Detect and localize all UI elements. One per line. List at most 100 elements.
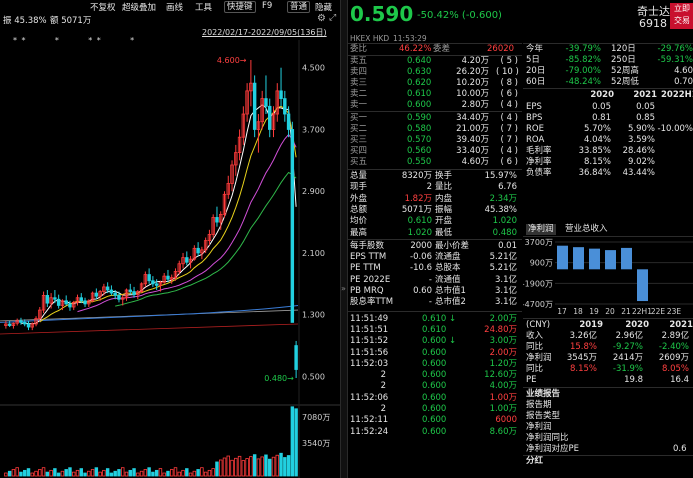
amount-text: 额 5071万 — [50, 16, 92, 26]
report-item: 报告期 — [526, 400, 552, 410]
fin-value — [651, 157, 693, 168]
market-currency: HKEX HKD — [350, 34, 390, 43]
candle-body — [68, 303, 72, 308]
fin-value: 43.44% — [622, 168, 655, 178]
profit-bar — [573, 247, 584, 270]
fin-value: 36.84% — [578, 168, 611, 178]
fin-label: 负债率 — [526, 168, 552, 178]
candle-body — [19, 320, 23, 323]
perf-label: 今年 — [526, 44, 544, 54]
weibi-label: 委比 — [350, 44, 368, 54]
candle-body — [75, 297, 80, 303]
fin-value: 5.90% — [627, 124, 655, 134]
btn-f9[interactable]: F9 — [262, 1, 273, 11]
tick-time: 11:51:49 — [350, 313, 389, 324]
candle-body — [72, 301, 76, 308]
settings-gear-icon[interactable]: ⚙ — [317, 13, 326, 24]
candle-body — [45, 295, 50, 304]
tick-time: 11:52:24 — [350, 426, 389, 437]
fin-label: 毛利率 — [526, 146, 552, 156]
perf-value: -39.79% — [565, 44, 601, 54]
volume-bar — [154, 469, 159, 477]
candle-body — [256, 121, 261, 130]
order-volume: 2.80万 — [461, 100, 489, 110]
annual-label: 同比 — [526, 364, 544, 374]
fin-year: 2020 — [590, 90, 614, 100]
stat-value: 3.1亿 — [494, 274, 517, 285]
order-price: 0.640 — [407, 56, 432, 66]
order-level-label: 买二 — [350, 124, 368, 134]
volume-bar — [226, 455, 230, 477]
volume-bar — [166, 470, 170, 477]
fin-value: 3.59% — [627, 135, 655, 145]
stat-label: 流通盘 — [435, 252, 461, 263]
tab-net-profit[interactable]: 净利润 — [526, 224, 556, 235]
stat-label: 总股本 — [435, 263, 461, 274]
stat-label: 振幅 — [435, 204, 453, 215]
price-axis-label: 3.700 — [302, 125, 325, 134]
candle-body — [23, 322, 27, 325]
order-count: ( 6 ) — [500, 157, 518, 167]
candle-body — [11, 322, 16, 326]
tick-volume: 1.00万 — [489, 404, 517, 414]
order-volume: 34.40万 — [456, 113, 489, 123]
candle-body — [234, 152, 238, 166]
btn-normal[interactable]: 普通 — [287, 1, 311, 13]
perf-label: 250日 — [611, 55, 636, 65]
stat-label: 换手 — [435, 171, 453, 181]
stat-label: 最小价差 — [435, 240, 470, 251]
volume-bar — [72, 471, 76, 477]
fin-year: 2021 — [633, 90, 657, 100]
candle-body — [7, 323, 12, 326]
bar-x-label: 22E — [651, 307, 666, 316]
tick-volume: 1.00万 — [489, 392, 517, 403]
volume-bar — [290, 406, 295, 477]
btn-draw-line[interactable]: 画线 — [166, 3, 184, 13]
annual-value: 3545万 — [566, 353, 597, 363]
order-volume: 26.20万 — [456, 67, 489, 77]
annual-value: 3.26亿 — [569, 331, 597, 341]
volume-bar — [222, 457, 227, 477]
kline-chart-panel[interactable]: 振 45.38% 额 5071万 不复权 超级叠加 画线 工具 快捷键 F9 普… — [0, 0, 340, 478]
btn-shortcut[interactable]: 快捷键 — [224, 1, 256, 13]
btn-hide[interactable]: 隐藏 — [315, 3, 333, 13]
stock-name: 奇士达 — [637, 5, 670, 18]
stat-value: - — [428, 274, 432, 285]
trade-now-button[interactable]: 立即 交易 — [670, 3, 693, 29]
fin-value: 0.05 — [636, 102, 655, 112]
tick-price: 0.600 — [422, 381, 447, 392]
candle-body — [151, 280, 155, 285]
volume-bar — [132, 468, 136, 477]
tab-revenue[interactable]: 营业总收入 — [565, 224, 608, 234]
fin-label: ROA — [526, 135, 545, 145]
bar-x-label: 19 — [589, 307, 599, 316]
stat-label: 总额 — [350, 204, 368, 215]
btn-tools[interactable]: 工具 — [195, 3, 213, 13]
btn-no-adjust[interactable]: 不复权 — [90, 3, 116, 13]
stat-value: 0.01 — [498, 240, 517, 251]
volume-bar — [286, 455, 291, 477]
separator — [523, 236, 693, 237]
candle-body — [98, 291, 102, 297]
tick-volume: 24.80万 — [484, 324, 517, 335]
fin-label: ROE — [526, 124, 544, 134]
expand-icon[interactable]: ⤢ — [329, 13, 337, 23]
annual-value: 15.8% — [569, 342, 597, 352]
tick-volume: 4.00万 — [489, 381, 517, 392]
stat-label: 外盘 — [350, 193, 368, 204]
volume-bar — [4, 472, 8, 477]
candle-body — [64, 300, 68, 305]
profit-bar — [605, 250, 616, 270]
low-marker: 0.480→ — [264, 374, 294, 383]
volume-bar — [151, 471, 155, 477]
candle-body — [260, 98, 264, 123]
candle-body — [143, 274, 148, 285]
perf-label: 52周高 — [611, 66, 639, 76]
btn-super-overlay[interactable]: 超级叠加 — [122, 3, 157, 13]
bar-x-label: 22H1 — [632, 307, 652, 316]
volume-bar — [170, 469, 174, 477]
price-axis-label: 0.500 — [302, 372, 325, 381]
order-volume: 10.00万 — [456, 89, 489, 99]
tick-volume: 6000 — [495, 415, 517, 426]
fin-value — [651, 146, 693, 157]
